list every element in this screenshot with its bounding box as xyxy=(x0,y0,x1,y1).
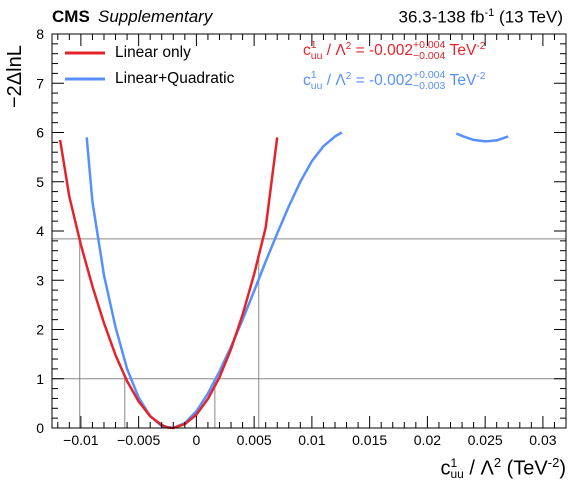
x-tick-label: 0.005 xyxy=(237,432,272,448)
y-tick-label: 2 xyxy=(36,322,44,338)
y-tick-label: 7 xyxy=(36,75,44,91)
y-tick-label: 5 xyxy=(36,174,44,190)
x-tick-label: 0 xyxy=(192,432,200,448)
series-line-linear-only xyxy=(58,137,279,430)
legend-swatches xyxy=(65,51,105,81)
x-tick-label: 0.015 xyxy=(352,432,387,448)
x-tick-label: 0.02 xyxy=(414,432,441,448)
x-tick-label: −0.01 xyxy=(63,432,99,448)
legend-label-quadratic: Linear+Quadratic xyxy=(115,70,235,87)
y-tick-label: 0 xyxy=(36,420,44,436)
y-axis-label: −2ΔlnL xyxy=(4,45,26,108)
legend-label-linear: Linear only xyxy=(115,44,191,61)
luminosity-label: 36.3-138 fb-1 (13 TeV) xyxy=(398,7,563,27)
y-tick-label: 1 xyxy=(36,371,44,387)
x-axis-label: c1 uu / Λ2 (TeV-2) xyxy=(440,455,566,482)
likelihood-curves xyxy=(58,131,509,430)
x-tick-label: 0.03 xyxy=(529,432,556,448)
supplementary-label: Supplementary xyxy=(98,7,213,26)
result-linear: c1 uu / Λ2 = -0.002+0.004 −0.004 TeV-2 xyxy=(303,39,486,62)
x-tick-label: 0.025 xyxy=(468,432,503,448)
reference-lines xyxy=(52,238,566,428)
axis-ticks: −0.01 −0.005 0 0.005 0.01 0.015 0.02 0.025 0.03 0… xyxy=(36,26,566,448)
series-line-linear-quadratic xyxy=(85,131,343,430)
x-tick-label: −0.005 xyxy=(117,432,160,448)
series-line-quadratic-secondary-minimum xyxy=(455,132,509,143)
experiment-label: CMS xyxy=(52,7,90,26)
x-tick-label: 0.01 xyxy=(298,432,325,448)
y-tick-label: 6 xyxy=(36,125,44,141)
y-tick-label: 3 xyxy=(36,272,44,288)
plot-frame xyxy=(51,33,567,429)
y-tick-label: 4 xyxy=(36,223,44,239)
result-quadratic: c1 uu / Λ2 = -0.002+0.004 −0.003 TeV-2 xyxy=(303,69,486,92)
y-tick-label: 8 xyxy=(36,26,44,42)
